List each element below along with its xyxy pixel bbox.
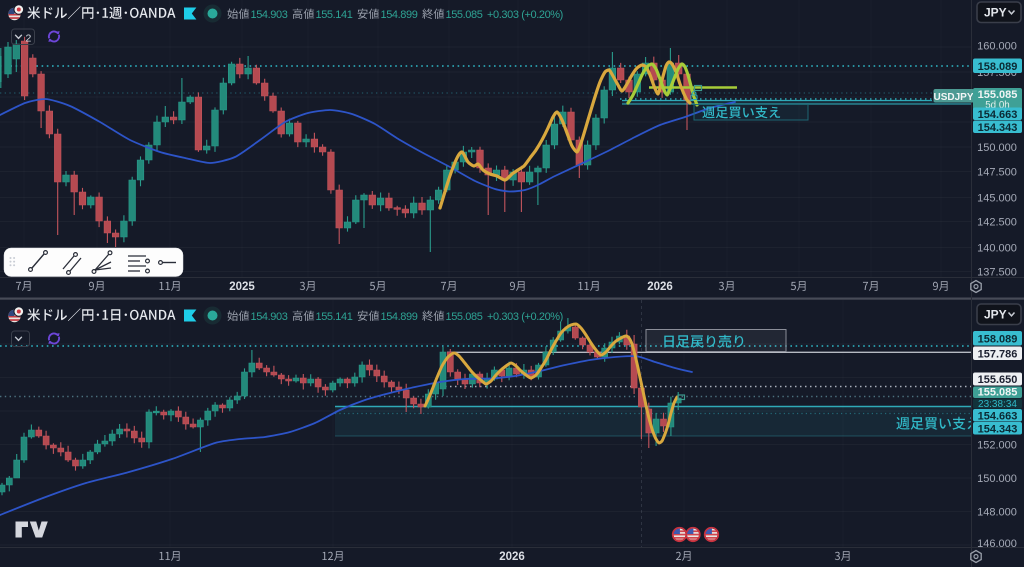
svg-text:155.085: 155.085 [446,9,483,21]
svg-text:154.903: 154.903 [251,311,288,323]
svg-text:148.000: 148.000 [977,507,1017,519]
svg-text:158.089: 158.089 [978,333,1018,345]
svg-text:USDJPY: USDJPY [933,92,973,103]
svg-text:2026: 2026 [647,281,673,293]
svg-text:160.000: 160.000 [977,41,1017,53]
svg-text:158.089: 158.089 [978,61,1018,73]
svg-text:155.085: 155.085 [978,89,1018,101]
svg-text:147.500: 147.500 [977,167,1017,179]
svg-text:2026: 2026 [499,551,525,563]
svg-text:154.899: 154.899 [381,9,418,21]
svg-text:154.903: 154.903 [251,9,288,21]
svg-text:JPY: JPY [984,308,1007,322]
svg-text:155.085: 155.085 [446,311,483,323]
svg-text:23:38:34: 23:38:34 [978,399,1017,410]
svg-text:145.000: 145.000 [977,193,1017,205]
svg-text:2: 2 [26,33,32,45]
svg-text:154.663: 154.663 [978,410,1018,422]
svg-text:157.786: 157.786 [978,348,1018,360]
svg-text:154.899: 154.899 [381,311,418,323]
svg-text:155.085: 155.085 [978,387,1018,399]
svg-text:142.500: 142.500 [977,217,1017,229]
svg-text:5d 0h: 5d 0h [985,100,1010,111]
svg-text:JPY: JPY [984,6,1007,20]
svg-text:150.000: 150.000 [977,142,1017,154]
svg-text:+0.303 (+0.20%): +0.303 (+0.20%) [487,311,563,323]
svg-text:154.343: 154.343 [978,122,1018,134]
svg-text:155.141: 155.141 [316,311,353,323]
svg-text:155.650: 155.650 [978,374,1018,386]
svg-text:154.663: 154.663 [978,109,1018,121]
svg-text:140.000: 140.000 [977,243,1017,255]
svg-text:2025: 2025 [229,281,255,293]
svg-text:154.343: 154.343 [978,423,1018,435]
svg-text:152.000: 152.000 [977,440,1017,452]
svg-text:+0.303 (+0.20%): +0.303 (+0.20%) [487,9,563,21]
svg-text:155.141: 155.141 [316,9,353,21]
svg-text:146.000: 146.000 [977,538,1017,550]
svg-text:150.000: 150.000 [977,473,1017,485]
svg-text:137.500: 137.500 [977,267,1017,279]
